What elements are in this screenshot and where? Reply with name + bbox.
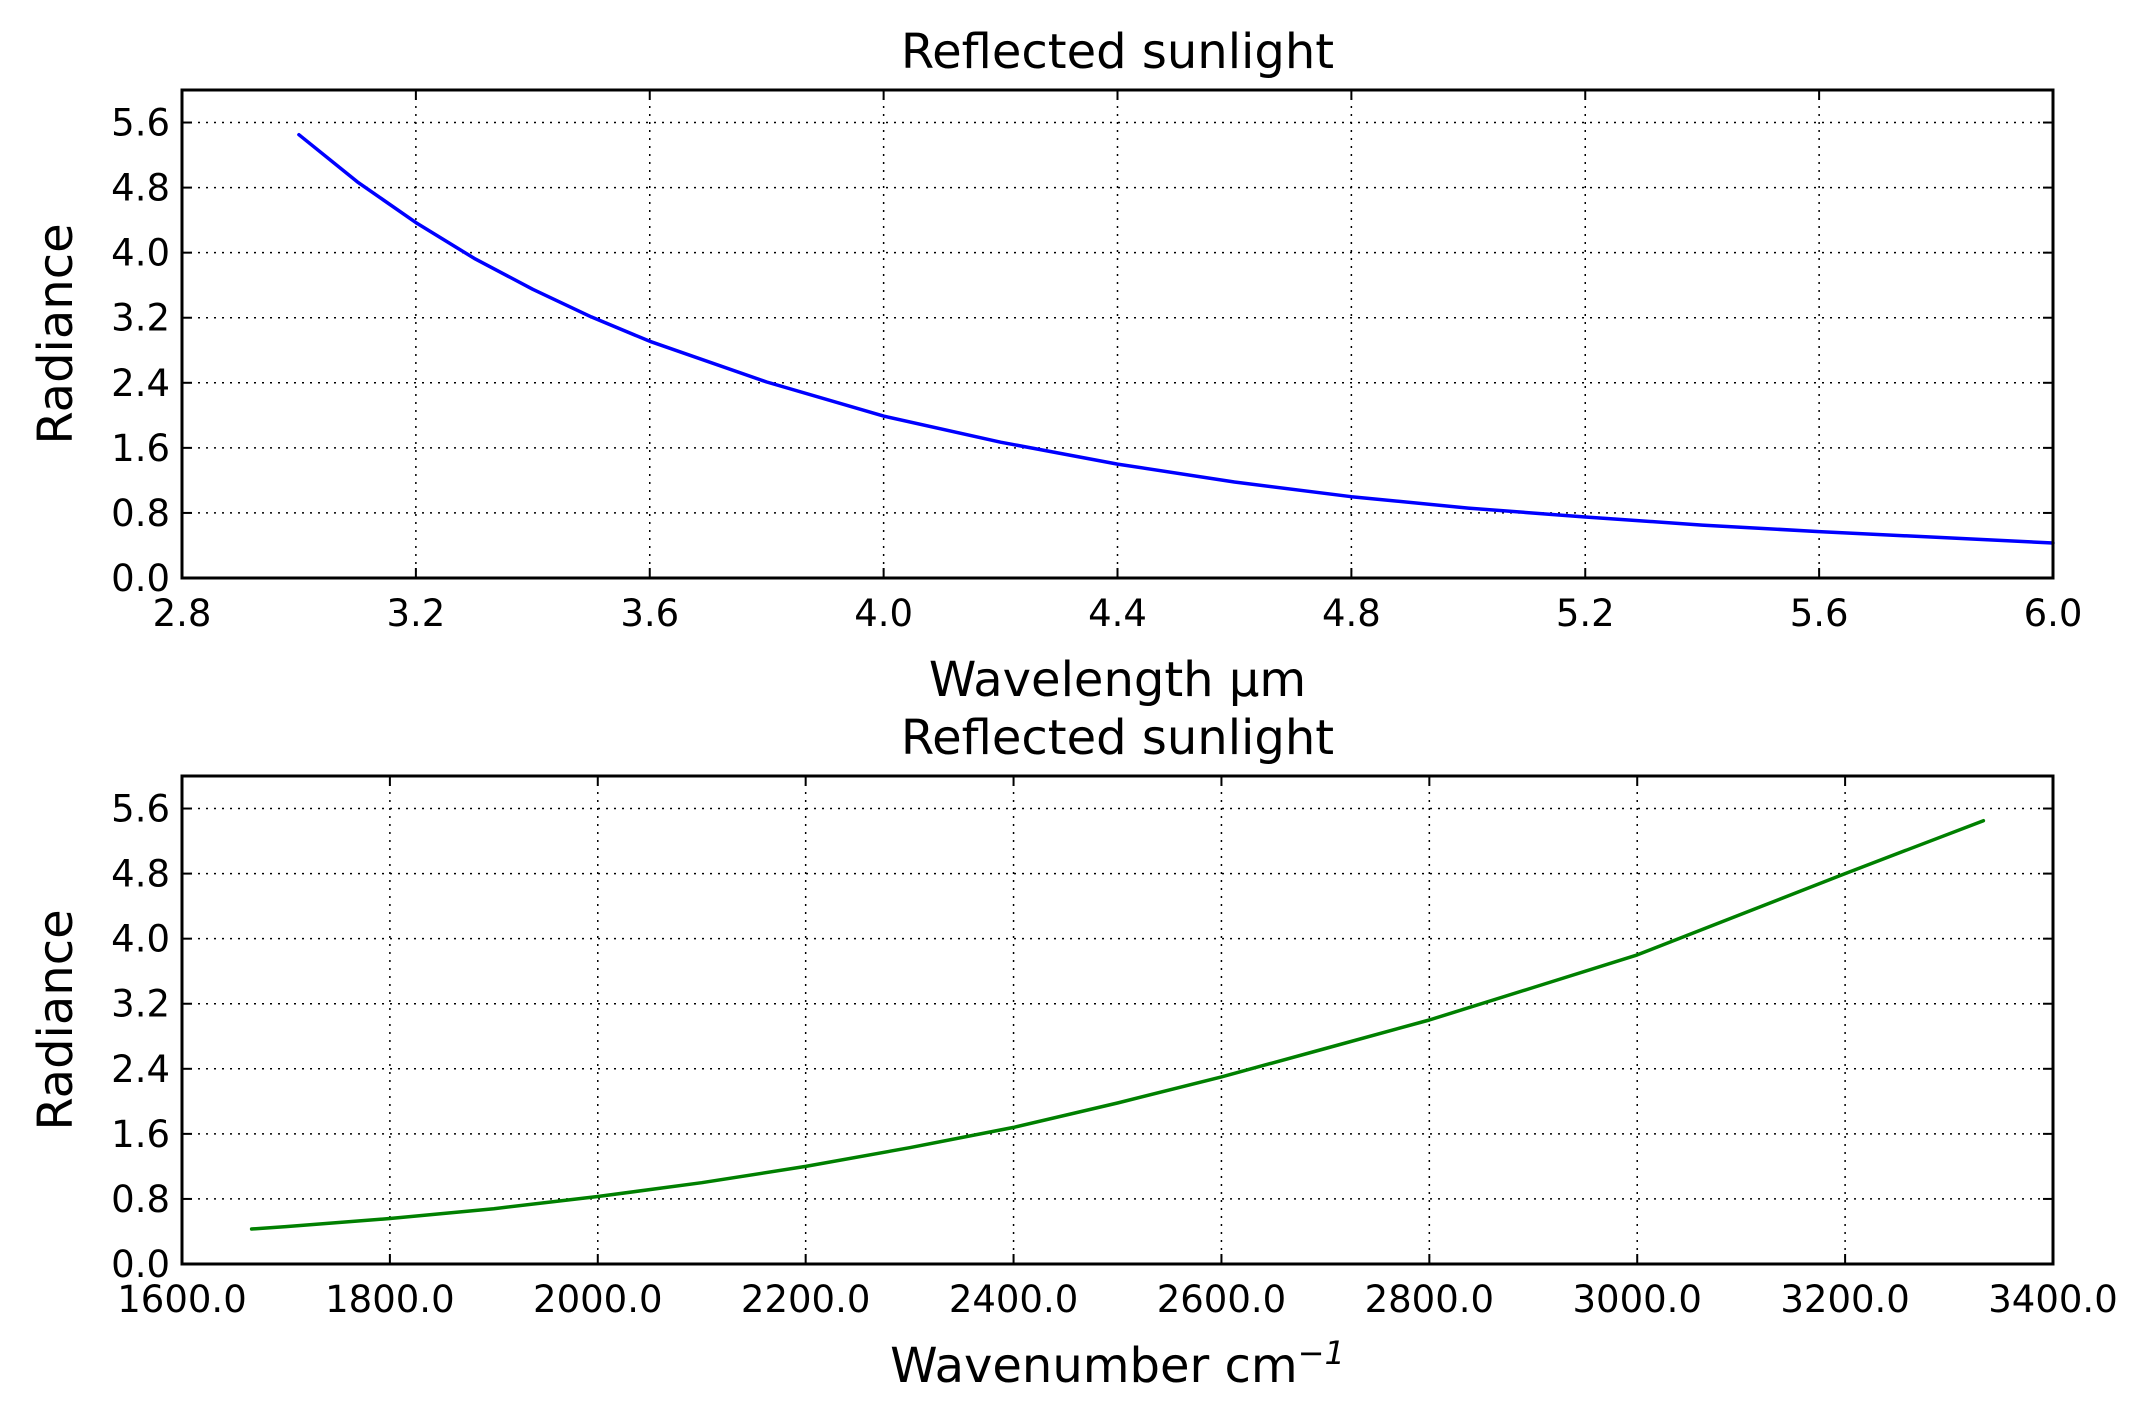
x-tick-label: 2.8 [153, 592, 212, 635]
x-axis-label-text: Wavelength µm [929, 652, 1306, 708]
y-tick-label: 4.8 [111, 853, 170, 896]
x-tick-label: 3000.0 [1572, 1278, 1701, 1321]
x-tick-label: 3.2 [386, 592, 445, 635]
plot-frame [180, 88, 2055, 580]
x-tick-label: 2600.0 [1157, 1278, 1286, 1321]
x-tick-label: 6.0 [2024, 592, 2083, 635]
x-tick-label: 2800.0 [1365, 1278, 1494, 1321]
y-tick-label: 0.0 [111, 1243, 170, 1286]
x-tick-label: 1600.0 [117, 1278, 246, 1321]
x-tick-label: 3.6 [620, 592, 679, 635]
chart-title: Reflected sunlight [901, 710, 1334, 766]
plot-frame [180, 774, 2055, 1266]
y-tick-label: 5.6 [111, 788, 170, 831]
chart-title: Reflected sunlight [901, 24, 1334, 80]
chart-panel-1: Reflected sunlight 2.8 3.2 3.6 4.0 4.4 4.8 5.2 5… [28, 24, 2082, 708]
y-tick-label: 1.6 [111, 1113, 170, 1156]
x-tick-label: 4.0 [854, 592, 913, 635]
y-axis-label: Radiance [28, 909, 84, 1130]
y-tick-label: 0.0 [111, 557, 170, 600]
y-tick-label: 4.0 [111, 918, 170, 961]
x-tick-label: 2400.0 [949, 1278, 1078, 1321]
y-tick-label: 0.8 [111, 1178, 170, 1221]
x-axis-label-superscript: −1 [1298, 1334, 1345, 1372]
y-tick-label: 4.8 [111, 167, 170, 210]
chart-panel-2: Reflected sunlight 1600.0 1800.0 2000.0 2200… [28, 710, 2118, 1394]
x-tick-label: 2000.0 [533, 1278, 662, 1321]
y-tick-label: 3.2 [111, 983, 170, 1026]
y-tick-label: 2.4 [111, 1048, 170, 1091]
y-axis-label: Radiance [28, 223, 84, 444]
x-axis-label-text: Wavenumber cm [890, 1338, 1297, 1394]
x-tick-label: 3400.0 [1988, 1278, 2117, 1321]
x-tick-label: 4.4 [1088, 592, 1147, 635]
series-line [297, 132, 2055, 545]
y-tick-label: 5.6 [111, 102, 170, 145]
x-tick-label: 3200.0 [1780, 1278, 1909, 1321]
y-tick-label: 0.8 [111, 492, 170, 535]
y-tick-label: 4.0 [111, 232, 170, 275]
x-tick-label: 2200.0 [741, 1278, 870, 1321]
y-tick-label: 2.4 [111, 362, 170, 405]
x-axis-label: Wavelength µm [929, 652, 1306, 708]
series-line [249, 818, 1986, 1231]
y-tick-label: 3.2 [111, 297, 170, 340]
x-tick-label: 5.2 [1556, 592, 1615, 635]
x-tick-label: 1800.0 [325, 1278, 454, 1321]
y-tick-label: 1.6 [111, 427, 170, 470]
x-axis-label: Wavenumber cm−1 [890, 1334, 1345, 1394]
x-tick-label: 4.8 [1322, 592, 1381, 635]
x-tick-label: 5.6 [1790, 592, 1849, 635]
